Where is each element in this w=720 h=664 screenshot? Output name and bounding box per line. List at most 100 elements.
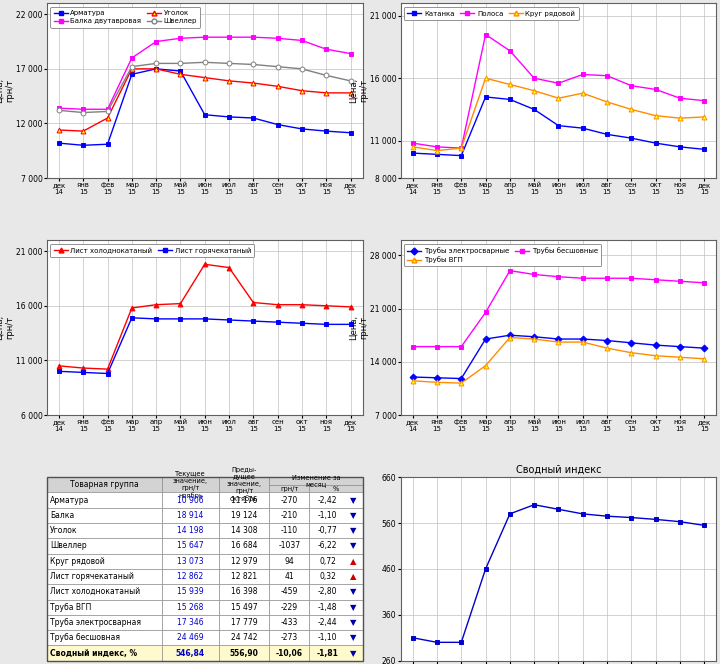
Text: Текущее
значение,
грн/т
ноябрь: Текущее значение, грн/т ноябрь bbox=[173, 471, 208, 499]
Text: Швеллер: Швеллер bbox=[50, 542, 86, 550]
Text: ▼: ▼ bbox=[350, 526, 356, 535]
Text: ▼: ▼ bbox=[350, 495, 356, 505]
Text: -0,77: -0,77 bbox=[318, 526, 338, 535]
Text: 15 939: 15 939 bbox=[177, 588, 204, 596]
Text: 17 346: 17 346 bbox=[177, 618, 204, 627]
Text: -433: -433 bbox=[281, 618, 298, 627]
Y-axis label: Цена,
грн/т: Цена, грн/т bbox=[0, 78, 14, 104]
Text: Преды-
дущее
значение,
грн/т
октябрь: Преды- дущее значение, грн/т октябрь bbox=[227, 467, 261, 503]
Bar bbox=[309, 554, 363, 569]
Legend: Катанка, Полоса, Круг рядовой: Катанка, Полоса, Круг рядовой bbox=[404, 7, 579, 20]
Bar bbox=[269, 539, 309, 554]
Bar bbox=[309, 569, 363, 584]
Bar bbox=[47, 615, 162, 630]
Bar bbox=[309, 615, 363, 630]
Text: -10,06: -10,06 bbox=[276, 649, 302, 657]
Bar bbox=[219, 569, 269, 584]
Bar bbox=[219, 600, 269, 615]
Bar bbox=[219, 508, 269, 523]
Bar bbox=[162, 523, 219, 539]
Text: -229: -229 bbox=[281, 603, 298, 612]
Bar bbox=[269, 508, 309, 523]
Text: Лист горячекатаный: Лист горячекатаный bbox=[50, 572, 134, 581]
Text: 15 268: 15 268 bbox=[177, 603, 204, 612]
Bar bbox=[47, 508, 162, 523]
Bar bbox=[309, 600, 363, 615]
Text: 12 821: 12 821 bbox=[231, 572, 257, 581]
Bar bbox=[162, 645, 219, 661]
Text: 556,90: 556,90 bbox=[230, 649, 258, 657]
Title: Сводный индекс: Сводный индекс bbox=[516, 465, 601, 475]
Text: ▼: ▼ bbox=[350, 618, 356, 627]
Text: 24 469: 24 469 bbox=[177, 633, 204, 642]
Bar bbox=[309, 584, 363, 600]
Bar bbox=[269, 477, 363, 485]
Text: ▼: ▼ bbox=[350, 588, 356, 596]
Bar bbox=[219, 554, 269, 569]
Text: Балка: Балка bbox=[50, 511, 74, 520]
Text: -2,42: -2,42 bbox=[318, 495, 338, 505]
Text: 11 176: 11 176 bbox=[231, 495, 257, 505]
Text: Лист холоднокатаный: Лист холоднокатаный bbox=[50, 588, 140, 596]
Legend: Трубы электросварные, Трубы ВГП, Трубы бесшовные: Трубы электросварные, Трубы ВГП, Трубы б… bbox=[404, 244, 601, 266]
Text: -459: -459 bbox=[281, 588, 298, 596]
Text: 10 906: 10 906 bbox=[177, 495, 204, 505]
Y-axis label: Цена,
грн/т: Цена, грн/т bbox=[0, 315, 14, 340]
Text: -1037: -1037 bbox=[278, 542, 300, 550]
Text: -1,48: -1,48 bbox=[318, 603, 338, 612]
Bar bbox=[47, 493, 162, 508]
Text: 16 684: 16 684 bbox=[231, 542, 258, 550]
Bar bbox=[162, 508, 219, 523]
Bar bbox=[162, 615, 219, 630]
Bar bbox=[269, 645, 309, 661]
Bar bbox=[269, 584, 309, 600]
Bar bbox=[309, 645, 363, 661]
Text: Товарная группа: Товарная группа bbox=[70, 480, 139, 489]
Text: 15 497: 15 497 bbox=[231, 603, 258, 612]
Bar bbox=[162, 477, 219, 493]
Text: Труба ВГП: Труба ВГП bbox=[50, 603, 91, 612]
Bar bbox=[162, 569, 219, 584]
Text: -110: -110 bbox=[281, 526, 298, 535]
Text: -2,44: -2,44 bbox=[318, 618, 338, 627]
Text: ▼: ▼ bbox=[350, 511, 356, 520]
Bar bbox=[269, 600, 309, 615]
Text: ▲: ▲ bbox=[350, 557, 356, 566]
Text: Круг рядовой: Круг рядовой bbox=[50, 557, 104, 566]
Text: ▼: ▼ bbox=[350, 633, 356, 642]
Text: 12 979: 12 979 bbox=[231, 557, 258, 566]
Text: Уголок: Уголок bbox=[50, 526, 78, 535]
Bar bbox=[309, 539, 363, 554]
Bar bbox=[309, 485, 363, 493]
Bar bbox=[219, 584, 269, 600]
Bar bbox=[309, 508, 363, 523]
Text: грн/т: грн/т bbox=[280, 485, 298, 491]
Bar bbox=[162, 630, 219, 645]
Bar bbox=[309, 493, 363, 508]
Text: -1,10: -1,10 bbox=[318, 511, 338, 520]
Text: 16 398: 16 398 bbox=[231, 588, 258, 596]
Bar bbox=[309, 523, 363, 539]
Bar bbox=[47, 523, 162, 539]
Text: 24 742: 24 742 bbox=[231, 633, 258, 642]
Text: -273: -273 bbox=[281, 633, 298, 642]
Text: ▼: ▼ bbox=[350, 603, 356, 612]
Bar bbox=[47, 569, 162, 584]
Bar bbox=[269, 569, 309, 584]
Text: 14 308: 14 308 bbox=[231, 526, 258, 535]
Text: -210: -210 bbox=[281, 511, 298, 520]
Text: Изменение за
месяц: Изменение за месяц bbox=[292, 475, 341, 487]
Bar bbox=[219, 615, 269, 630]
Text: 17 779: 17 779 bbox=[231, 618, 258, 627]
Text: 19 124: 19 124 bbox=[231, 511, 257, 520]
Bar bbox=[219, 645, 269, 661]
Bar bbox=[269, 554, 309, 569]
Text: 14 198: 14 198 bbox=[177, 526, 204, 535]
Legend: Лист холоднокатаный, Лист горячекатаный: Лист холоднокатаный, Лист горячекатаный bbox=[50, 244, 254, 257]
Text: 12 862: 12 862 bbox=[177, 572, 204, 581]
Text: %: % bbox=[333, 485, 339, 491]
Bar bbox=[219, 539, 269, 554]
Bar bbox=[219, 477, 269, 493]
Bar bbox=[47, 630, 162, 645]
Text: -1,10: -1,10 bbox=[318, 633, 338, 642]
